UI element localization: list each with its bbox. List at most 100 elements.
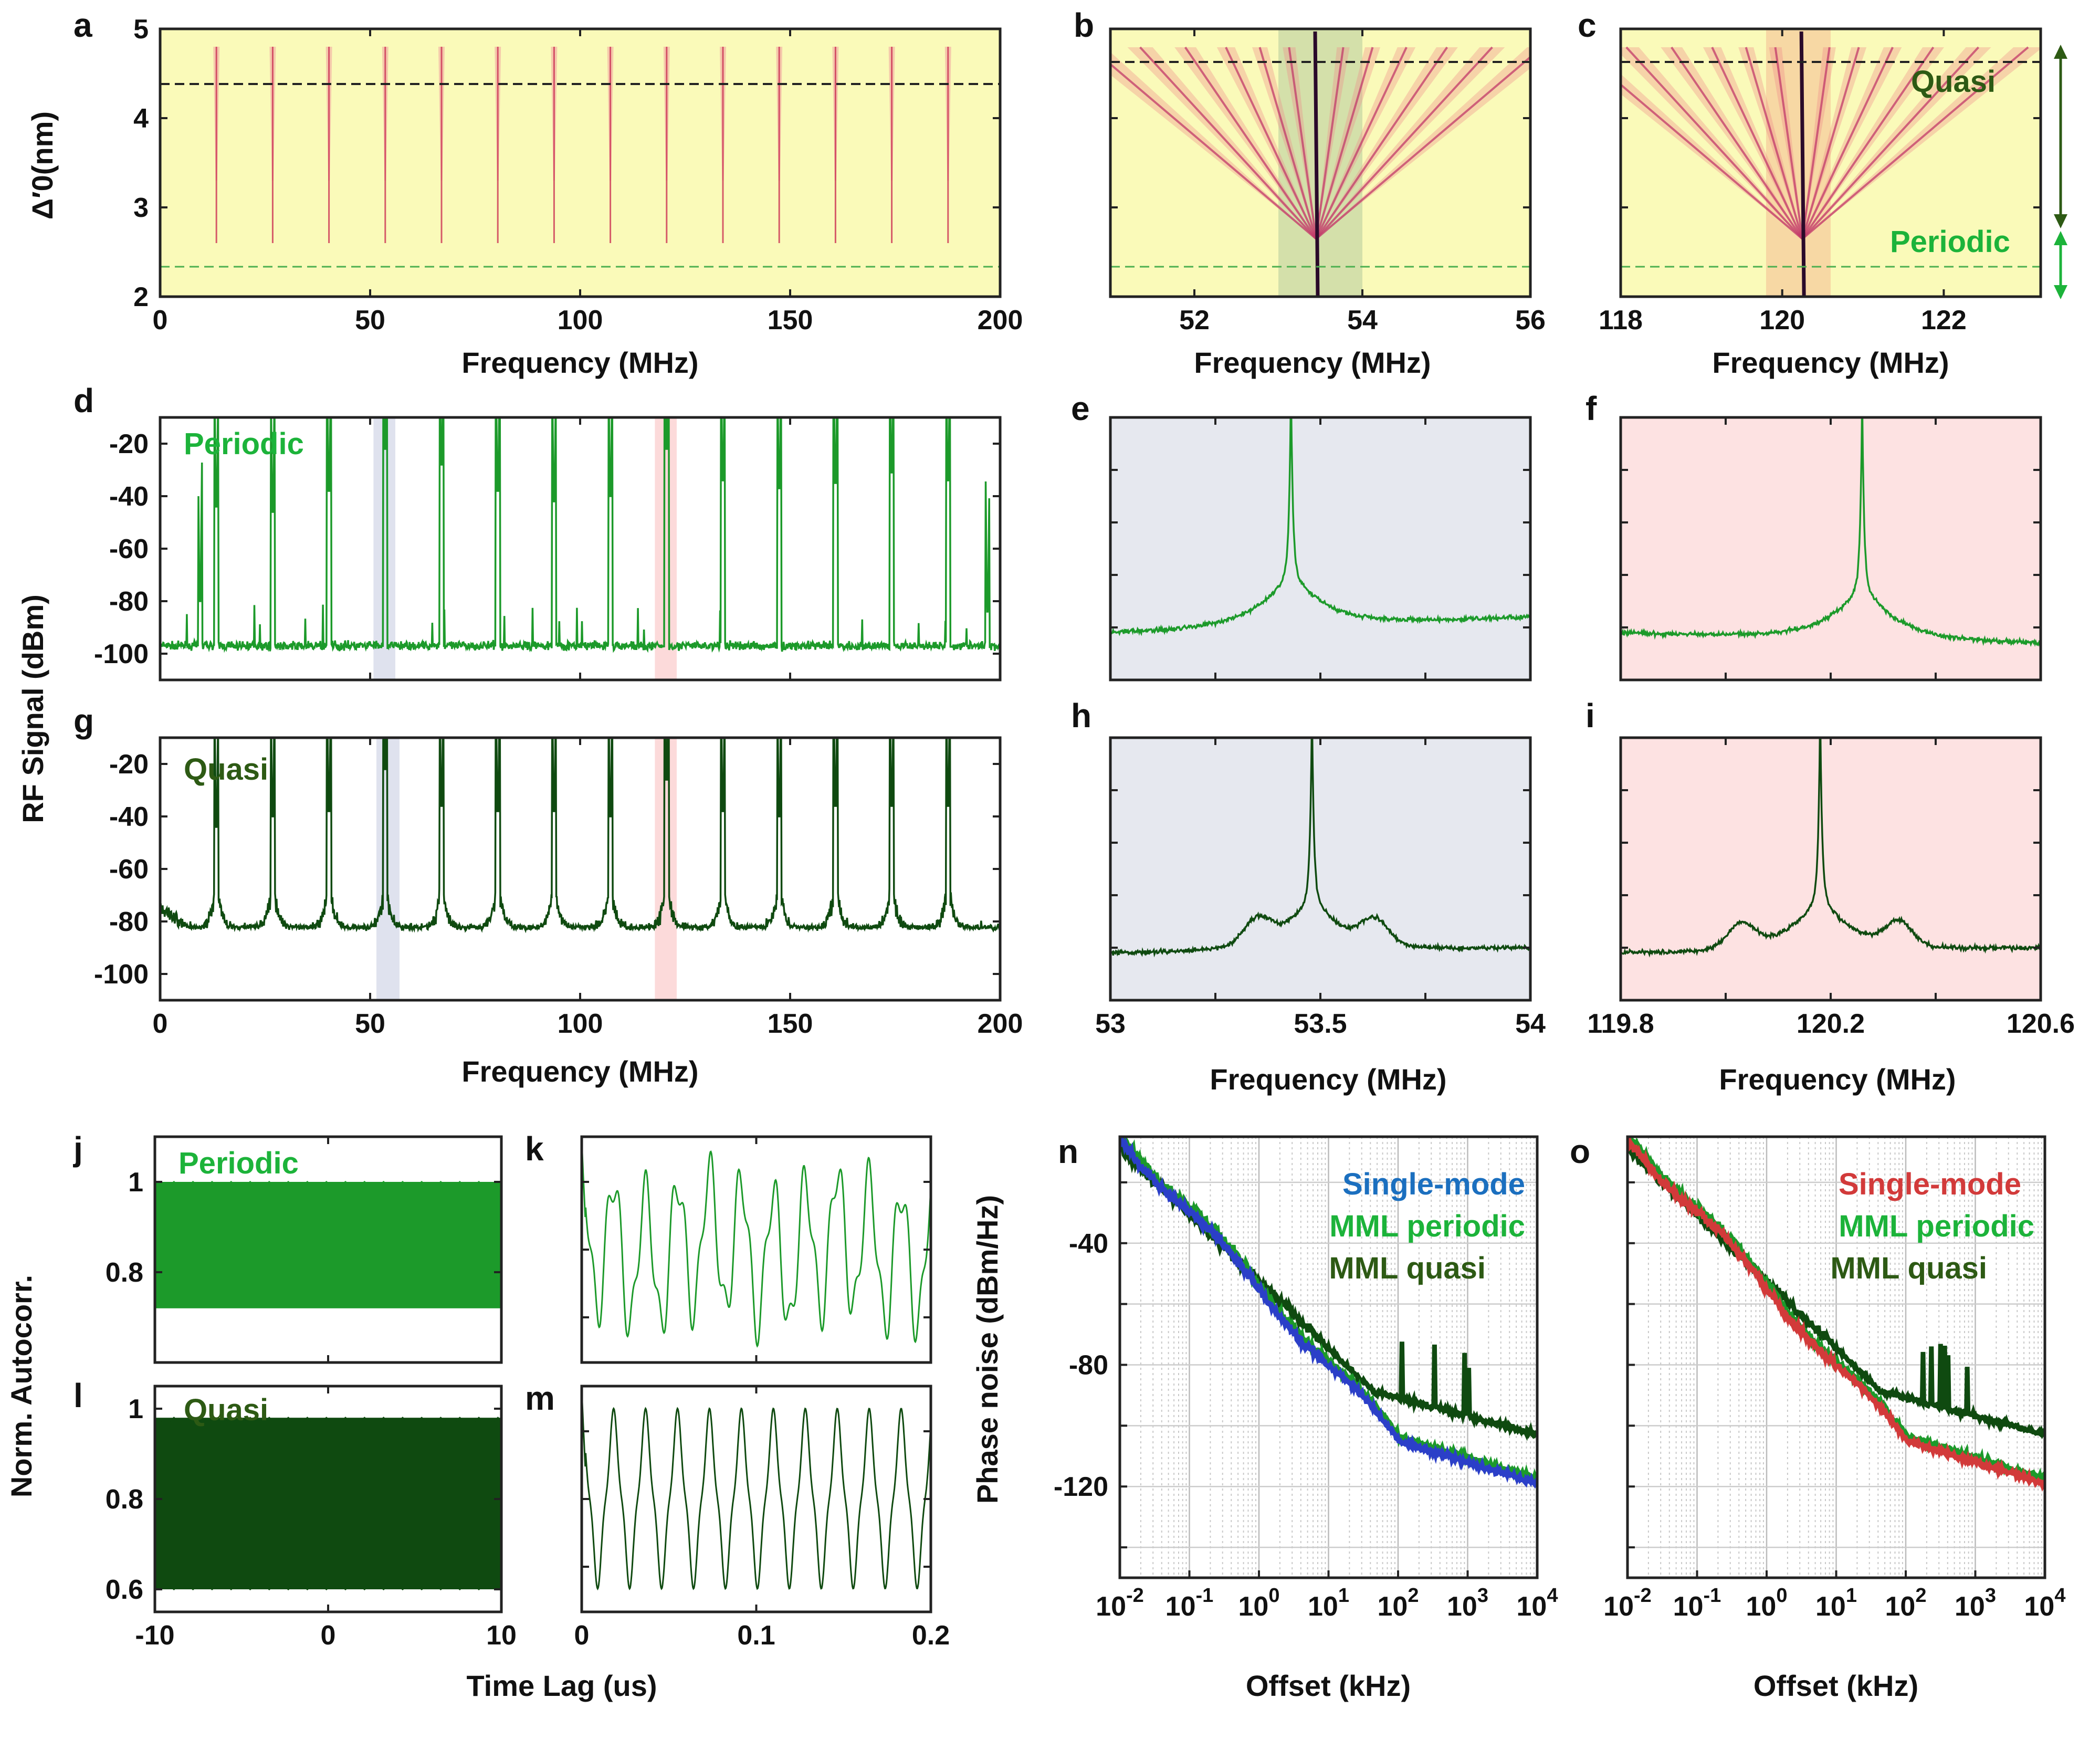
panel-n-ytick-label: -40 [1069,1229,1108,1259]
panel-c-mode-branch-fill [1738,47,1803,239]
panel-o-xtick-base: 10 [1955,1591,1985,1622]
panel-g-xtick-label: 50 [355,1009,385,1039]
panel-j-envelope [155,1180,501,1188]
panel-o-legend-periodic: MML periodic [1839,1209,2034,1243]
panel-c-mode-branch-fill [1703,47,1803,239]
panel-l-xtick-label: -10 [135,1620,174,1651]
quasi-range-arrow [2054,45,2067,228]
panel-i-xlabel: Frequency (MHz) [1719,1063,1956,1096]
panel-b-xlabel: Frequency (MHz) [1194,346,1431,379]
panel-letter-l: l [74,1377,83,1414]
panel-b-mode-branch-fill [1110,52,1316,239]
panel-n-xtick-base: 10 [1517,1591,1547,1622]
panel-b-mode-branch [1315,56,1530,240]
panel-f-spectrum-line [1621,417,2041,647]
panel-b-mode-branch-fill [1316,47,1380,239]
panel-c-shaded-band [1766,29,1831,297]
panel-d-ytick-label: -20 [109,429,149,459]
panel-n-legend-quasi: MML quasi [1329,1251,1486,1285]
panel-o-xtick-exponent: 3 [1985,1585,1996,1607]
panel-b-mode-branch [1288,47,1317,239]
panel-o-xtick-base: 10 [1603,1591,1634,1622]
panel-c-mode-branch [1801,47,1894,239]
panel-n-xtick-label: 10-1 [1166,1585,1214,1622]
panel-b-mode-branch [1315,47,1345,239]
panel-letter-d: d [74,382,94,420]
panel-c-carrier-line [1799,31,1806,297]
panel-d-blue-band [373,417,395,680]
panel-b-mode-branch [1315,47,1374,239]
panel-letter-m: m [525,1379,555,1417]
panel-m-xtick-label: 0.1 [737,1620,775,1651]
panel-n-xtick-label: 102 [1378,1585,1419,1622]
panel-o-xtick-label: 10-2 [1603,1585,1652,1622]
panel-c-mode-branch-fill [1769,47,1803,239]
norm-autocorr-ylabel: Norm. Autocorr. [5,1275,38,1497]
phase-noise-ylabel: Phase noise (dBm/Hz) [971,1195,1004,1504]
panel-h-spectrum-line [1110,738,1530,958]
panel-f: f [1586,390,2042,682]
panel-g: 0 50 100 150 200 -20 -40 -60 -80 -100 g Quasi Fre… [74,702,1023,1088]
panel-n-xtick-base: 10 [1166,1591,1196,1622]
panel-c-mode-branch [1801,46,2029,240]
panel-o-xtick-base: 10 [1815,1591,1846,1622]
panel-a-background [160,29,1000,297]
panel-c-xtick-label: 118 [1599,305,1643,336]
panel-l-xtick-label: 0 [321,1620,336,1651]
panel-b-xtick-label: 54 [1347,305,1378,336]
panel-e: e [1071,390,1532,682]
panel-b-mode-branch [1315,47,1408,239]
panel-d-pink-band [655,417,677,680]
panel-h-xtick-label: 53 [1095,1009,1126,1039]
panel-l-upper-envelope [155,1417,501,1424]
panel-n-single-mode-line [1120,1137,1537,1489]
panel-n-xtick-base: 10 [1096,1591,1126,1622]
panel-g-xtick-label: 100 [558,1009,603,1039]
panel-a-xtick-label: 100 [558,305,603,336]
panel-o-xlabel: Offset (kHz) [1754,1669,1918,1702]
time-lag-xlabel: Time Lag (us) [466,1669,657,1702]
panel-c-mode-branch-fill [1802,47,1867,239]
panel-b-mode-branch-fill [1316,47,1416,239]
panel-o-xtick-label: 101 [1815,1585,1857,1622]
panel-n-xtick-exponent: 2 [1408,1585,1419,1607]
panel-k-autocorr-line [582,1141,931,1348]
panel-c-mode-branch [1801,47,1860,239]
panel-o-xtick-base: 10 [1746,1591,1777,1622]
panel-a-xtick-label: 200 [978,305,1023,336]
panel-b-mode-branch-fill [1174,47,1316,239]
panel-b-background [1110,29,1530,297]
panel-o-xtick-exponent: 1 [1846,1585,1857,1607]
panel-o-legend-single: Single-mode [1839,1167,2021,1201]
panel-d-spectrum-line [160,417,1000,653]
panel-i-xtick-label: 120.6 [2007,1009,2075,1039]
panel-b-mode-branch [1139,46,1317,240]
panel-g-ytick-label: -40 [109,802,149,832]
panel-a-xlabel: Frequency (MHz) [461,346,698,379]
panel-c-mode-branch [1745,47,1804,239]
panel-d-ytick-label: -100 [94,639,149,669]
panel-i-xtick-label: 120.2 [1797,1009,1865,1039]
panel-e-background [1110,417,1530,680]
panel-d-ytick-label: -40 [109,481,149,512]
panel-m-xtick-label: 0 [574,1620,590,1651]
panel-n-xtick-label: 101 [1308,1585,1349,1622]
panel-l-legend: Quasi [184,1393,268,1427]
panel-n-xtick-exponent: -1 [1196,1585,1214,1607]
panel-n-legend-periodic: MML periodic [1329,1209,1525,1243]
panel-c-xtick-label: 120 [1759,305,1805,336]
panel-d-ytick-label: -80 [109,586,149,617]
panel-n-xtick-base: 10 [1308,1591,1338,1622]
panel-o-xtick-base: 10 [2024,1591,2055,1622]
panel-l: -10 0 10 1 0.8 0.6 l Quasi Time Lag (us) [74,1377,657,1702]
panel-m-xtick-label: 0.2 [912,1620,950,1651]
panel-f-background [1621,417,2041,680]
panel-letter-k: k [525,1130,544,1168]
panel-a-ytick-label: 5 [133,14,149,45]
panel-c-mode-branch [1801,46,1935,240]
panel-c-mode-branch-fill [1802,47,1991,239]
panel-d-legend: Periodic [184,427,304,461]
panel-c-mode-branch [1711,47,1803,239]
panel-b-mode-branch [1184,46,1317,240]
panel-m-autocorr-line [582,1391,931,1591]
